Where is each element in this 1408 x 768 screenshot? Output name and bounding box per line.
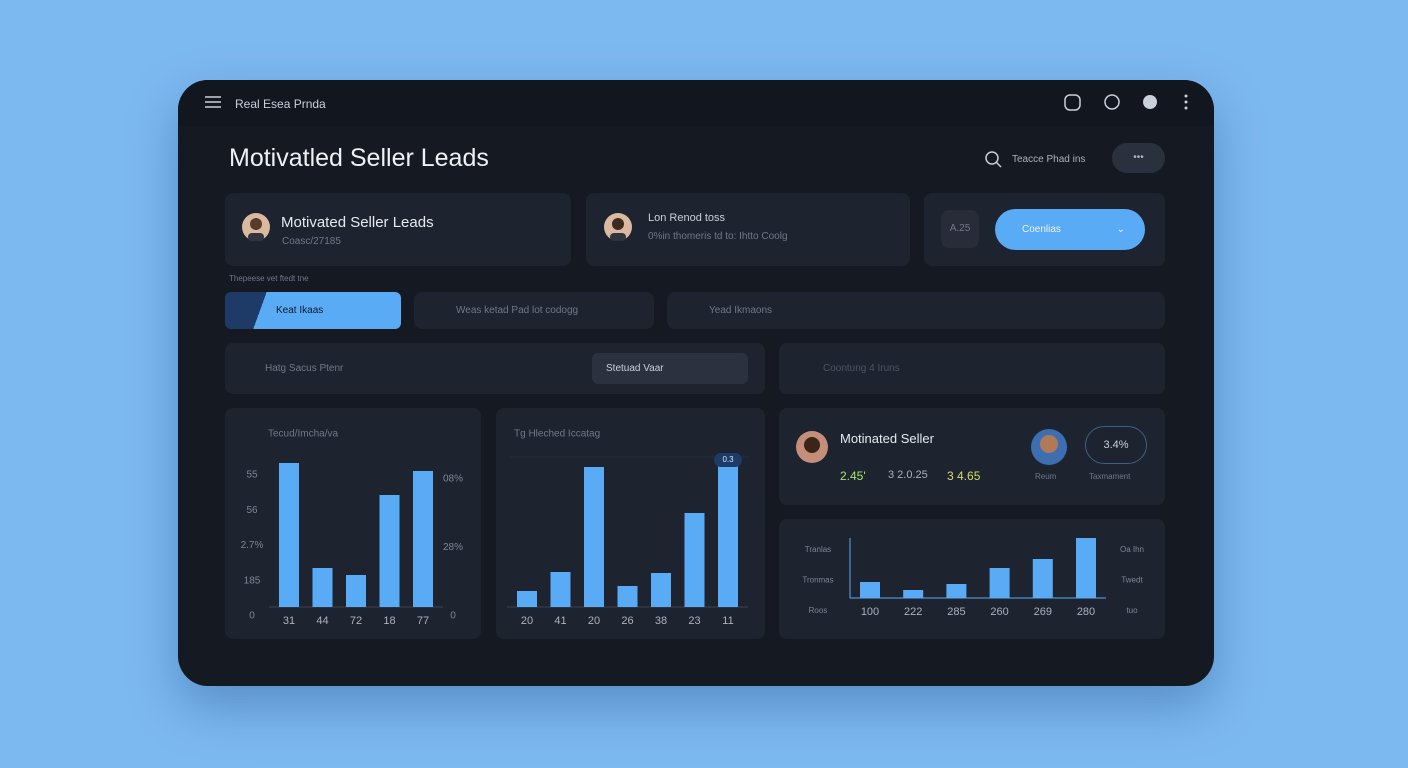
app-name: Real Esea Prnda [235, 97, 326, 111]
card-subtitle: Coasc/27185 [282, 236, 341, 247]
chart-title: Tecud/Imcha/va [268, 429, 338, 440]
axis-label: 2.7% [241, 540, 264, 551]
x-tick-label: 31 [283, 615, 295, 627]
stat: 3 4.65 [947, 469, 981, 483]
row-label: Coontung 4 Iruns [823, 363, 900, 374]
avatar [1031, 429, 1067, 465]
x-tick-label: 222 [904, 606, 922, 618]
caption: Reum [1035, 472, 1057, 481]
bar [1076, 538, 1096, 598]
axis-label: 0 [249, 611, 255, 622]
axis-label: Tronmas [802, 576, 833, 585]
bar [989, 568, 1010, 598]
x-tick-label: 280 [1077, 606, 1095, 618]
x-tick-label: 44 [316, 615, 328, 627]
x-tick-label: 18 [383, 615, 395, 627]
axis-label: 28% [443, 542, 463, 553]
filter-active[interactable] [225, 292, 401, 329]
axis-label: Oa Ihn [1120, 545, 1144, 554]
top-icons[interactable] [1062, 92, 1198, 114]
bar [312, 568, 333, 607]
card-title: Lon Renod toss [648, 212, 726, 224]
gauge: 3.4% [1085, 426, 1147, 464]
badge: A.25 [941, 210, 979, 248]
x-tick-label: 260 [990, 606, 1008, 618]
axis-label: 0 [450, 611, 456, 622]
filter-label: Weas ketad Pad lot codogg [456, 305, 579, 316]
x-tick-label: 11 [722, 615, 733, 627]
axis-label: tuo [1126, 606, 1138, 615]
row-card [779, 343, 1165, 394]
filter-label: Yead Ikmaons [709, 305, 773, 316]
bar [413, 471, 433, 607]
x-tick-label: 269 [1034, 606, 1052, 618]
x-tick-label: 72 [350, 615, 362, 627]
search-icon[interactable] [985, 151, 1003, 169]
avatar [242, 213, 270, 241]
info-card [586, 193, 910, 266]
axis-label: Tranlas [805, 545, 831, 554]
axis-label: 56 [246, 505, 258, 516]
bar [550, 572, 571, 607]
more-button[interactable]: ••• [1112, 143, 1165, 173]
axis-label: Twedt [1121, 576, 1143, 585]
bar [1032, 559, 1053, 598]
bar [517, 591, 537, 607]
x-tick-label: 41 [554, 615, 566, 627]
bar [684, 513, 705, 607]
badge-bg [714, 453, 742, 467]
axis-label: 08% [443, 474, 463, 485]
action-button[interactable]: Coenlias ⌄ [995, 209, 1145, 250]
bar [903, 590, 924, 598]
lead-card [225, 193, 571, 266]
filter[interactable] [414, 292, 654, 329]
card-subtitle: 0%in thomeris td to: Ihtto Coolg [648, 231, 788, 242]
bar [584, 467, 604, 607]
select-label: Stetuad Vaar [606, 363, 664, 374]
axis-label: Roos [809, 606, 828, 615]
avatar [604, 213, 632, 241]
top-bar [178, 80, 1214, 126]
x-tick-label: 77 [417, 615, 429, 627]
bar [718, 462, 738, 607]
menu-icon[interactable] [204, 95, 222, 109]
x-tick-label: 38 [655, 615, 667, 627]
x-tick-label: 26 [621, 615, 633, 627]
bar [946, 584, 967, 598]
axis-label: 55 [246, 470, 258, 481]
page-title: Motivatled Seller Leads [229, 144, 489, 172]
caption: Taxmament [1089, 472, 1131, 481]
avatar [796, 431, 828, 463]
x-tick-label: 285 [947, 606, 965, 618]
stat: 3 2.0.25 [888, 469, 928, 481]
badge: 0.3 [722, 455, 734, 464]
chart-title: Tg Hleched Iccatag [514, 429, 600, 440]
search-placeholder[interactable]: Teacce Phad ins [1012, 154, 1086, 165]
bar [346, 575, 366, 607]
stat: 2.45' [840, 469, 866, 483]
filter-label: Keat Ikaas [276, 305, 324, 316]
bar [860, 582, 880, 598]
section-label: Thepeese vet ftedt tne [229, 274, 309, 283]
filter[interactable] [667, 292, 1165, 329]
bar [617, 586, 638, 607]
select[interactable]: Stetuad Vaar [592, 353, 748, 384]
bar [279, 463, 299, 607]
button-label: Coenlias [1022, 224, 1061, 235]
card-title: Motivated Seller Leads [281, 214, 434, 231]
bar [379, 495, 400, 607]
x-tick-label: 100 [861, 606, 879, 618]
profile-name: Motinated Seller [840, 431, 934, 446]
x-tick-label: 20 [588, 615, 600, 627]
chevron: ⌄ [1116, 224, 1125, 235]
axis-label: 185 [244, 575, 261, 586]
bar [651, 573, 671, 607]
row-label: Hatg Sacus Ptenr [265, 363, 344, 374]
x-tick-label: 20 [521, 615, 533, 627]
x-tick-label: 23 [688, 615, 700, 627]
chart-card [779, 519, 1165, 639]
